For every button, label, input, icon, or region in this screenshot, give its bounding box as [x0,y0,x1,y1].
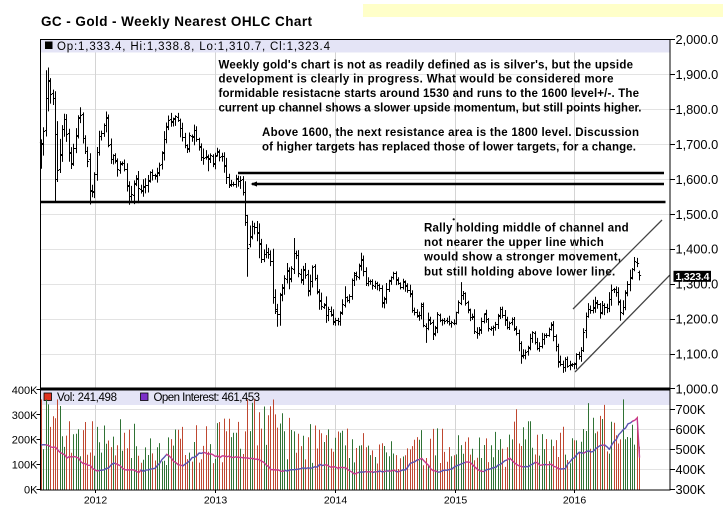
svg-text:2015: 2015 [444,495,468,507]
svg-text:1,500.0: 1,500.0 [676,207,719,222]
svg-text:100K: 100K [12,460,38,472]
svg-text:Op:1,333.4, Hi:1,338.8, Lo:1,3: Op:1,333.4, Hi:1,338.8, Lo:1,310.7, Cl:1… [57,41,331,53]
svg-text:2,000.0: 2,000.0 [676,32,719,47]
svg-text:2012: 2012 [84,495,108,507]
svg-text:of higher targets has replaced: of higher targets has replaced those of … [262,141,636,153]
svg-text:2014: 2014 [324,495,348,507]
svg-text:500K: 500K [676,442,706,457]
svg-text:not nearer the upper line whic: not nearer the upper line which [424,237,604,249]
svg-text:300K: 300K [676,482,706,497]
svg-text:0K: 0K [24,485,38,497]
svg-text:formidable resistacne starts a: formidable resistacne starts around 1530… [219,88,640,100]
svg-text:but still holding above lower: but still holding above lower line. [424,266,615,278]
svg-text:Above 1600, the next resistanc: Above 1600, the next resistance area is … [262,127,639,139]
svg-text:300K: 300K [12,410,38,422]
svg-text:400K: 400K [676,462,706,477]
svg-text:GC - Gold - Weekly Nearest OHL: GC - Gold - Weekly Nearest OHLC Chart [41,14,313,29]
svg-text:200K: 200K [12,435,38,447]
svg-text:development is clearly in prog: development is clearly in progress. What… [219,74,614,86]
svg-text:current up channel shows a slo: current up channel shows a slower upside… [219,103,642,115]
svg-text:2013: 2013 [204,495,228,507]
svg-text:1,200.0: 1,200.0 [676,312,719,327]
svg-text:700K: 700K [676,402,706,417]
svg-text:1,323.4: 1,323.4 [676,271,710,283]
svg-text:1,700.0: 1,700.0 [676,137,719,152]
svg-text:2016: 2016 [563,495,587,507]
svg-text:1,400.0: 1,400.0 [676,242,719,257]
svg-text:600K: 600K [676,422,706,437]
svg-text:Vol: 241,498: Vol: 241,498 [57,392,117,404]
svg-text:Rally holding middle of channe: Rally holding middle of channel and [424,223,629,235]
svg-text:1,000.0: 1,000.0 [676,382,719,397]
svg-text:1,100.0: 1,100.0 [676,347,719,362]
svg-text:Open Interest: 461,453: Open Interest: 461,453 [154,392,261,404]
svg-text:1,900.0: 1,900.0 [676,67,719,82]
svg-text:1,800.0: 1,800.0 [676,102,719,117]
svg-text:Weekly gold's chart is not as: Weekly gold's chart is not as readily de… [219,59,634,71]
svg-text:1,600.0: 1,600.0 [676,172,719,187]
svg-text:400K: 400K [12,385,38,397]
svg-text:would show a stronger movement: would show a stronger movement, [423,252,621,264]
